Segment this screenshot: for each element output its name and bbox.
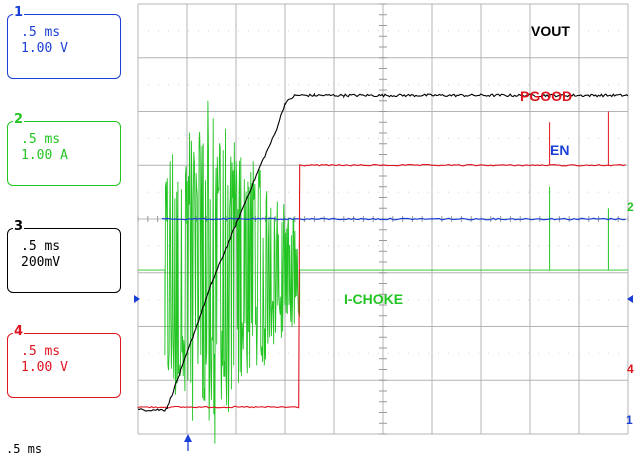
trace-en [161, 217, 626, 221]
ch2-edge-marker: 2 [627, 200, 634, 214]
trace-pgood [137, 164, 626, 409]
ch2-timebase: .5 ms [21, 132, 61, 147]
ch3-settings-box[interactable]: 3 .5 ms 200mV [7, 220, 121, 293]
markers: 2 4 1 [134, 200, 634, 451]
ch4-timebase: .5 ms [21, 344, 61, 359]
trigger-level-marker-right [627, 295, 633, 303]
trace-labels: VOUT PGOOD EN I-CHOKE [344, 23, 572, 307]
trace-label-pgood: PGOOD [520, 88, 572, 104]
ch3-number: 3 [13, 219, 25, 234]
ch3-scale: 200mV [21, 255, 61, 270]
ch2-number: 2 [13, 112, 25, 127]
ch4-edge-marker: 4 [627, 362, 634, 376]
trace-vout [137, 92, 629, 412]
ch2-settings-box[interactable]: 2 .5 ms 1.00 A [7, 113, 121, 186]
trace-ichoke [138, 100, 628, 444]
trigger-position-arrow [184, 434, 192, 451]
ch4-scale: 1.00 V [21, 360, 68, 375]
ch4-number: 4 [13, 324, 25, 339]
trace-label-en: EN [550, 142, 569, 158]
ch3-timebase: .5 ms [21, 239, 61, 254]
ch1-timebase: .5 ms [21, 25, 61, 40]
ch1-edge-marker: 1 [626, 413, 633, 427]
trace-label-ichoke: I-CHOKE [344, 291, 403, 307]
ch1-settings-box[interactable]: 1 .5 ms 1.00 V [7, 6, 121, 79]
main-timebase: .5 ms [6, 442, 43, 456]
traces [137, 92, 629, 444]
trace-label-vout: VOUT [531, 23, 570, 39]
ch1-number: 1 [13, 5, 25, 20]
ch2-scale: 1.00 A [21, 148, 68, 163]
ch4-settings-box[interactable]: 4 .5 ms 1.00 V [7, 325, 121, 398]
trigger-level-marker-left [134, 295, 140, 303]
ch1-scale: 1.00 V [21, 41, 68, 56]
